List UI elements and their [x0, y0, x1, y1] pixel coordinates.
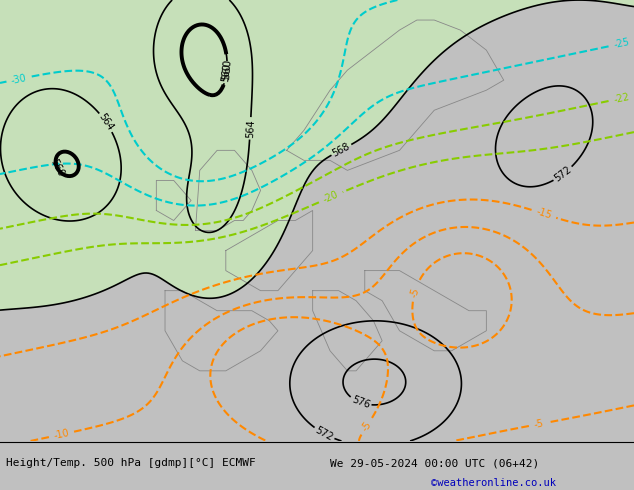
Text: -25: -25: [612, 37, 630, 50]
Text: -5: -5: [360, 419, 373, 433]
Text: 560: 560: [221, 63, 233, 82]
Text: -5: -5: [409, 286, 421, 298]
Text: -10: -10: [53, 428, 70, 441]
Text: 560: 560: [221, 59, 233, 80]
Text: 568: 568: [331, 141, 352, 159]
Text: -5: -5: [533, 418, 545, 430]
Text: Height/Temp. 500 hPa [gdmp][°C] ECMWF: Height/Temp. 500 hPa [gdmp][°C] ECMWF: [6, 458, 256, 468]
Text: 564: 564: [245, 119, 256, 138]
Text: 572: 572: [314, 425, 335, 442]
Text: 564: 564: [97, 112, 115, 133]
Text: 572: 572: [553, 165, 574, 184]
Text: We 29-05-2024 00:00 UTC (06+42): We 29-05-2024 00:00 UTC (06+42): [330, 458, 539, 468]
Text: -20: -20: [321, 190, 340, 205]
Text: -15: -15: [535, 207, 553, 221]
Text: -22: -22: [612, 92, 630, 105]
Text: -30: -30: [10, 73, 28, 85]
Text: 576: 576: [350, 394, 371, 411]
Text: ©weatheronline.co.uk: ©weatheronline.co.uk: [431, 478, 556, 488]
Text: 560: 560: [49, 158, 66, 179]
